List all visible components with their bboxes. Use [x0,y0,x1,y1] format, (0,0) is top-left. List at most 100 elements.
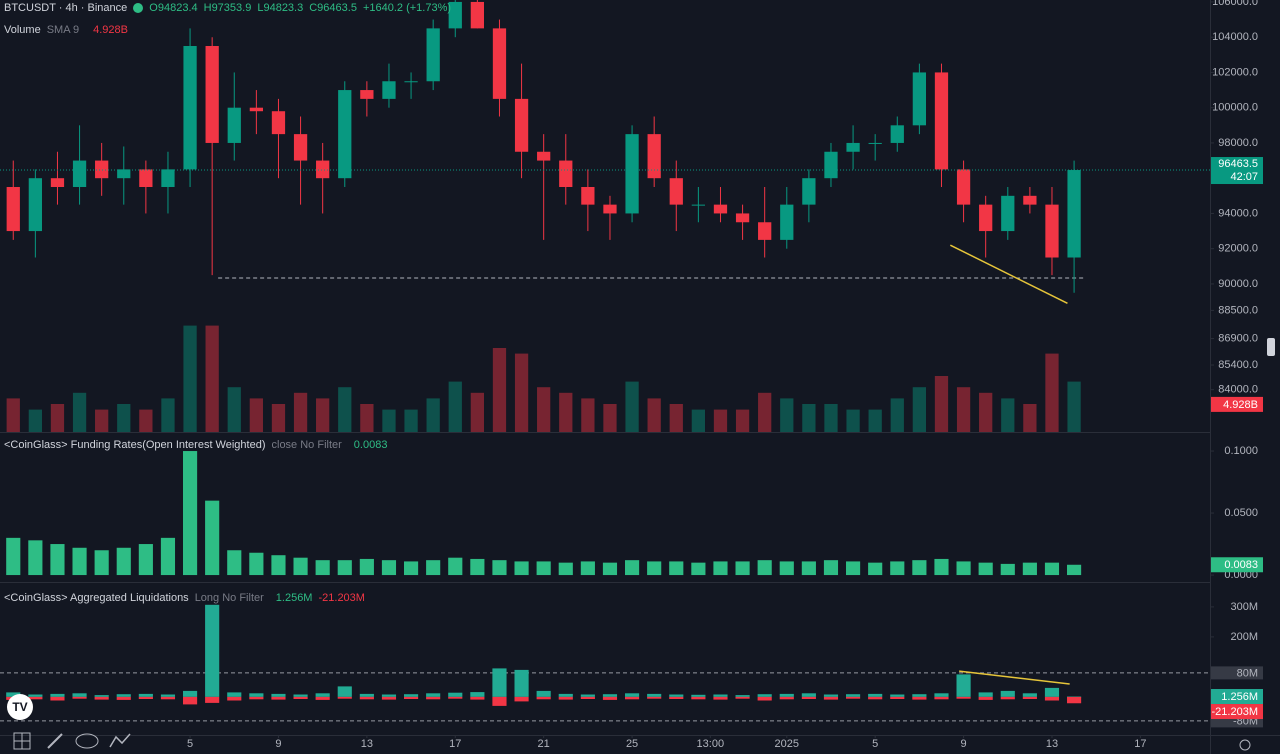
trendline [959,670,1070,685]
volume-bar [316,398,330,432]
bar [116,694,131,697]
liquidation-subtitle: Long No Filter [194,592,264,604]
axis-label: 0.0083 [1224,559,1258,571]
candle-body [227,107,241,143]
x-tick-label: 17 [449,738,461,750]
candle-body [28,178,42,232]
volume-bar [161,398,175,432]
countdown: 42:07 [1230,171,1258,183]
candle-body [316,160,330,179]
x-tick-label: 21 [538,738,550,750]
bar [182,690,198,697]
x-tick-label: 25 [626,738,638,750]
bar [227,550,242,576]
candle-body [470,1,484,29]
bar [1067,564,1082,576]
bar [890,694,905,697]
bar [426,560,441,576]
volume-bar [404,409,418,432]
candle-body [117,169,131,179]
bar [558,562,573,576]
y-tick-label: 106000.0 [1212,0,1258,8]
bar [28,696,43,700]
bar [470,692,485,697]
volume-bar [559,392,573,432]
bar [514,696,529,702]
candle-body [647,134,661,179]
bar [94,695,109,697]
volume-sma: 4.928B [93,24,128,36]
volume-bar [492,348,507,432]
funding-legend: <CoinGlass> Funding Rates(Open Interest … [4,439,387,451]
bar [403,694,419,697]
liquidation-title: <CoinGlass> Aggregated Liquidations [4,592,189,604]
funding-title: <CoinGlass> Funding Rates(Open Interest … [4,439,266,451]
bar [846,561,861,576]
candle-body [802,178,816,205]
volume-bar [448,381,462,432]
trendline [949,244,1068,305]
bar [669,696,684,699]
candle-body [183,46,197,170]
bar [669,561,684,576]
volume-bar [293,392,308,432]
volume-indicator: SMA 9 [46,24,80,36]
candle-body [139,169,153,188]
volume-bar [691,409,706,432]
volume-bar [95,409,109,432]
bar [625,560,640,576]
bar [72,547,87,576]
bar [381,694,397,697]
y-tick-label: 85400.0 [1218,359,1258,371]
bar [403,696,419,699]
candle-body [713,204,728,214]
bar [779,561,794,576]
volume-bar [382,409,396,432]
bar [580,561,595,576]
bar [249,696,264,700]
bar [116,547,131,576]
ohlc-value: O94823.4 [149,2,198,14]
scale-handle[interactable] [1267,338,1275,356]
bar [801,561,816,576]
bar [1022,693,1037,697]
bar [227,696,242,701]
bar [28,694,43,697]
bar [72,693,87,697]
bar [691,694,706,697]
bar [94,550,109,576]
volume-bar [956,387,971,432]
candle-body [338,90,352,179]
volume-bar [360,404,374,432]
settings-icon[interactable] [1239,739,1251,751]
bar [293,694,308,697]
y-tick-label: 104000.0 [1212,31,1258,43]
candle-body [404,81,418,83]
bar [337,560,352,576]
candle-body [1023,195,1037,205]
volume-bar [802,404,816,432]
logo[interactable] [7,694,33,720]
bar [956,674,971,697]
tool-icon[interactable] [75,733,99,749]
tool-icon[interactable] [47,733,63,749]
volume-bar [470,392,484,432]
candle-body [492,28,507,99]
bar [625,693,640,697]
volume-bar [205,325,219,432]
bar [72,696,87,699]
tool-icon[interactable] [109,733,131,748]
volume-bar [537,387,551,432]
bar [1022,696,1037,699]
volume-title: Volume [4,24,41,36]
volume-bar [338,387,352,432]
ohlc-value: H97353.9 [203,2,252,14]
ohlc-value: L94823.3 [257,2,304,14]
bar [1022,562,1037,576]
bar [912,560,927,576]
bar [1000,690,1015,697]
bar [249,693,264,697]
bar [757,696,772,701]
volume-bar [271,404,286,432]
bar [249,552,264,576]
